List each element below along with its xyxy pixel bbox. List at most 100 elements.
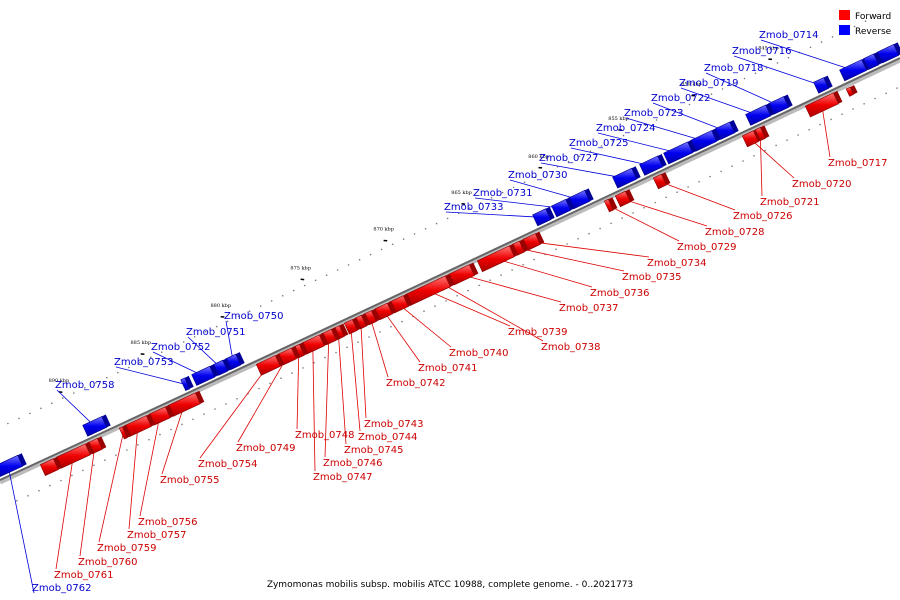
- gene-label-zmob-0744[interactable]: Zmob_0744: [358, 432, 418, 443]
- gene-label-zmob-0753[interactable]: Zmob_0753: [114, 357, 174, 368]
- label-leader-line: [597, 132, 679, 154]
- scale-dot: [106, 376, 108, 379]
- gene-label-zmob-0721[interactable]: Zmob_0721: [760, 197, 820, 208]
- scale-dot: [423, 310, 425, 313]
- gene-label-zmob-0752[interactable]: Zmob_0752: [151, 342, 211, 353]
- gene-label-zmob-0725[interactable]: Zmob_0725: [569, 138, 629, 149]
- gene-label-zmob-0735[interactable]: Zmob_0735: [622, 272, 682, 283]
- scale-dot: [226, 320, 229, 323]
- gene-label-zmob-0755[interactable]: Zmob_0755: [160, 475, 220, 486]
- forward-gene-side: [319, 332, 329, 346]
- gene-label-zmob-0754[interactable]: Zmob_0754: [198, 459, 258, 470]
- label-leader-line: [161, 404, 185, 475]
- reverse-gene-side: [235, 352, 245, 365]
- label-leader-line: [461, 274, 562, 303]
- scale-dot: [489, 279, 491, 282]
- gene-label-zmob-0726[interactable]: Zmob_0726: [733, 211, 793, 222]
- gene-label-zmob-0756[interactable]: Zmob_0756: [138, 517, 198, 528]
- scale-dot: [621, 217, 623, 219]
- gene-label-zmob-0740[interactable]: Zmob_0740: [449, 348, 509, 359]
- gene-label-zmob-0722[interactable]: Zmob_0722: [651, 93, 711, 104]
- gene-label-zmob-0751[interactable]: Zmob_0751: [186, 327, 246, 338]
- gene-label-zmob-0714[interactable]: Zmob_0714: [759, 30, 819, 41]
- gene-label-zmob-0739[interactable]: Zmob_0739: [508, 327, 568, 338]
- gene-label-zmob-0750[interactable]: Zmob_0750: [224, 311, 284, 322]
- scale-dot: [269, 382, 271, 385]
- gene-label-zmob-0741[interactable]: Zmob_0741: [418, 363, 478, 374]
- gene-label-zmob-0759[interactable]: Zmob_0759: [97, 543, 157, 554]
- scale-tick-label: 880 kbp: [211, 303, 232, 309]
- gene-label-zmob-0760[interactable]: Zmob_0760: [78, 557, 138, 568]
- gene-label-zmob-0734[interactable]: Zmob_0734: [647, 258, 707, 269]
- forward-gene-side: [519, 239, 529, 252]
- gene-label-zmob-0737[interactable]: Zmob_0737: [559, 303, 619, 314]
- gene-label-zmob-0728[interactable]: Zmob_0728: [705, 227, 765, 238]
- scale-dot: [874, 97, 876, 100]
- scale-dot: [150, 356, 152, 359]
- scale-dot: [40, 407, 42, 410]
- gene-label-zmob-0746[interactable]: Zmob_0746: [323, 458, 383, 469]
- scale-dot: [60, 479, 62, 482]
- gene-label-zmob-0724[interactable]: Zmob_0724: [596, 123, 656, 134]
- scale-dot: [665, 196, 667, 199]
- gene-label-zmob-0747[interactable]: Zmob_0747: [313, 472, 373, 483]
- genome-backbone-shadow: [0, 57, 900, 485]
- gene-label-zmob-0730[interactable]: Zmob_0730: [508, 170, 568, 181]
- scale-dot: [687, 186, 689, 188]
- scale-dot: [126, 449, 128, 451]
- scale-dot: [655, 119, 658, 121]
- gene-label-zmob-0749[interactable]: Zmob_0749: [236, 443, 296, 454]
- gene-label-zmob-0748[interactable]: Zmob_0748: [295, 430, 355, 441]
- gene-label-zmob-0723[interactable]: Zmob_0723: [624, 108, 684, 119]
- gene-label-zmob-0762[interactable]: Zmob_0762: [32, 583, 92, 594]
- scale-dot: [479, 202, 482, 204]
- label-leader-line: [55, 456, 74, 570]
- scale-dot: [192, 418, 194, 421]
- scale-dot: [139, 361, 141, 364]
- label-leader-line: [570, 147, 652, 167]
- gene-label-zmob-0745[interactable]: Zmob_0745: [344, 445, 404, 456]
- gene-label-zmob-0757[interactable]: Zmob_0757: [127, 530, 187, 541]
- forward-gene-side: [299, 342, 309, 356]
- scale-dot: [259, 305, 262, 307]
- scale-dot: [193, 336, 196, 338]
- scale-dot: [446, 217, 449, 220]
- label-leader-line: [705, 72, 779, 106]
- scale-dot: [555, 248, 557, 250]
- scale-dot: [809, 46, 812, 49]
- gene-label-zmob-0716[interactable]: Zmob_0716: [732, 46, 792, 57]
- gene-label-zmob-0729[interactable]: Zmob_0729: [677, 242, 737, 253]
- scale-dot: [720, 170, 722, 173]
- scale-dot: [292, 289, 295, 292]
- scale-tick-label: 870 kbp: [373, 227, 394, 233]
- gene-label-zmob-0743[interactable]: Zmob_0743: [364, 419, 424, 430]
- forward-gene-side: [53, 456, 63, 470]
- scale-dot: [379, 331, 381, 333]
- gene-label-zmob-0761[interactable]: Zmob_0761: [54, 570, 114, 581]
- gene-label-zmob-0758[interactable]: Zmob_0758: [55, 380, 115, 391]
- gene-label-zmob-0738[interactable]: Zmob_0738: [541, 342, 601, 353]
- scale-dot: [611, 140, 614, 142]
- gene-label-zmob-0719[interactable]: Zmob_0719: [679, 78, 739, 89]
- label-leader-line: [128, 426, 139, 530]
- reverse-gene-side: [687, 139, 697, 153]
- gene-label-zmob-0717[interactable]: Zmob_0717: [828, 158, 888, 169]
- scale-dot: [291, 372, 293, 374]
- scale-dot: [7, 422, 9, 425]
- label-leader-line: [659, 181, 736, 211]
- gene-label-zmob-0733[interactable]: Zmob_0733: [444, 202, 504, 213]
- gene-label-zmob-0742[interactable]: Zmob_0742: [386, 378, 446, 389]
- gene-label-zmob-0720[interactable]: Zmob_0720: [792, 179, 852, 190]
- gene-label-zmob-0731[interactable]: Zmob_0731: [473, 188, 533, 199]
- scale-dot: [577, 238, 579, 240]
- scale-dot: [522, 263, 524, 266]
- scale-dot: [280, 377, 282, 380]
- label-leader-line: [495, 258, 593, 288]
- gene-label-zmob-0736[interactable]: Zmob_0736: [590, 288, 650, 299]
- gene-label-zmob-0718[interactable]: Zmob_0718: [704, 63, 764, 74]
- scale-dot: [390, 325, 392, 328]
- scale-dot: [170, 428, 172, 431]
- scale-dot: [324, 356, 326, 359]
- gene-label-zmob-0727[interactable]: Zmob_0727: [539, 153, 599, 164]
- label-leader-line: [540, 162, 625, 179]
